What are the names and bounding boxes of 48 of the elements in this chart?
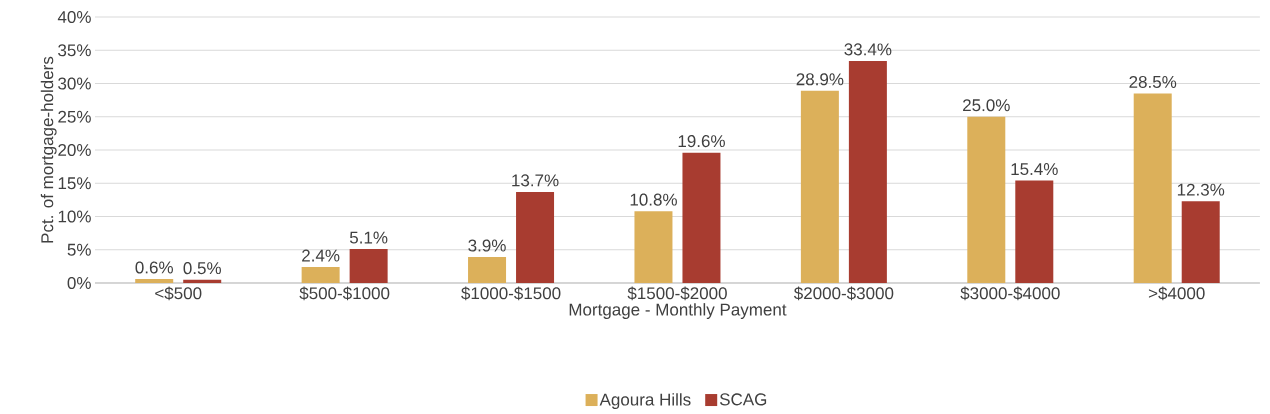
y-tick-label: 15% <box>58 177 91 190</box>
y-tick-label: 20% <box>58 143 91 157</box>
bar <box>800 90 839 283</box>
data-label: 12.3% <box>1177 183 1225 196</box>
data-label: 10.8% <box>630 193 677 206</box>
y-tick-label: 30% <box>58 77 91 90</box>
data-label: 3.9% <box>468 239 506 252</box>
data-label: 15.4% <box>1011 163 1058 176</box>
y-tick-label: 0% <box>67 276 91 290</box>
data-label: 25.0% <box>963 99 1010 112</box>
data-label: 13.7% <box>512 174 559 187</box>
y-tick-label: 5% <box>67 243 91 256</box>
legend-label: Agoura Hills <box>599 393 691 409</box>
bar <box>1133 93 1172 283</box>
bar <box>848 60 887 283</box>
data-label: 0.6% <box>135 261 173 274</box>
data-label: 2.4% <box>302 249 340 262</box>
data-label: 28.9% <box>796 73 844 86</box>
x-tick-label: $1000-$1500 <box>461 286 561 301</box>
bar <box>135 279 174 283</box>
y-tick-label: 35% <box>58 44 91 57</box>
bar <box>1015 180 1054 283</box>
y-tick-label: 25% <box>58 110 91 123</box>
x-tick-label: >$4000 <box>1148 286 1205 301</box>
x-tick-label: $500-$1000 <box>299 286 390 301</box>
data-label: 0.5% <box>183 262 221 275</box>
bar <box>516 191 555 283</box>
bar <box>468 257 507 283</box>
x-tick-label: $2000-$3000 <box>793 286 894 301</box>
data-label: 5.1% <box>349 231 388 244</box>
bar <box>682 152 721 283</box>
bar <box>301 267 340 283</box>
y-axis-title: Pct. of mortgage-holders <box>40 56 57 243</box>
y-tick-label: 40% <box>57 10 91 24</box>
x-tick-label: $3000-$4000 <box>960 286 1060 301</box>
data-label: 28.5% <box>1129 75 1177 88</box>
x-tick-label: <$500 <box>155 286 202 301</box>
bar <box>183 279 222 283</box>
x-tick-label: $1500-$2000 <box>627 286 727 301</box>
legend-label: SCAG <box>719 393 767 406</box>
bar <box>1181 201 1220 283</box>
bar <box>349 249 388 283</box>
bar <box>634 211 673 283</box>
data-label: 33.4% <box>844 43 892 56</box>
x-axis-title: Mortgage - Monthly Payment <box>569 303 787 319</box>
data-label: 19.6% <box>678 135 725 148</box>
bar <box>967 116 1006 283</box>
y-tick-label: 10% <box>58 210 91 223</box>
